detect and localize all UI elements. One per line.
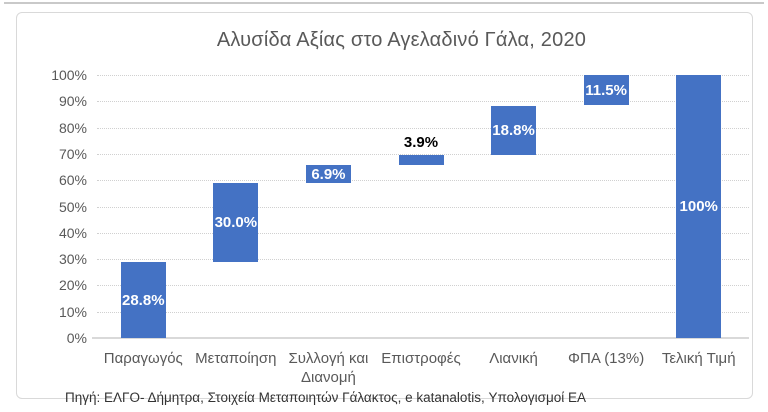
waterfall-bar-6: 11.5%: [583, 75, 629, 106]
gridline-30: [97, 259, 749, 261]
gridline-40: [97, 232, 749, 234]
gridline-90: [97, 101, 749, 103]
waterfall-bar-7: 100%: [676, 75, 722, 338]
source-note: Πηγή: ΕΛΓΟ- Δήμητρα, Στοιχεία Μεταποιητώ…: [65, 390, 587, 405]
x-axis-line: [92, 337, 749, 339]
x-axis-label-6: ΦΠΑ (13%): [568, 350, 645, 367]
y-tick-label-40: 40%: [58, 224, 87, 241]
y-tick-label-100: 100%: [51, 67, 87, 83]
waterfall-bar-2: 30.0%: [213, 183, 259, 263]
y-tick-label-90: 90%: [58, 93, 87, 110]
bar-value-label: 28.8%: [122, 291, 165, 309]
gridline-100: [97, 75, 749, 76]
x-axis-label-4: Επιστροφές: [381, 350, 461, 367]
y-tick-label-10: 10%: [58, 303, 87, 320]
x-axis-label-7: Τελική Τιμή: [661, 350, 736, 367]
waterfall-bar-5: 18.8%: [491, 105, 537, 155]
gridline-60: [97, 180, 749, 182]
chart-title: Αλυσίδα Αξίας στο Αγελαδινό Γάλα, 2020: [216, 29, 587, 51]
chart-card: Αλυσίδα Αξίας στο Αγελαδινό Γάλα, 2020 2…: [16, 12, 753, 405]
x-axis-label-5: Λιανική: [489, 350, 538, 367]
gridline-70: [97, 153, 749, 155]
x-axis-label-1: Παραγωγός: [103, 350, 183, 367]
gridline-50: [97, 206, 749, 208]
x-axis-label-2: Μεταποίηση: [195, 350, 277, 367]
bar-value-label: 18.8%: [492, 121, 535, 139]
waterfall-bar-3: 6.9%: [305, 165, 351, 184]
x-axis: Παραγωγός Μεταποίηση Συλλογή και Διανομή Επ…: [97, 349, 745, 391]
x-axis-label-3: Συλλογή και Διανομή: [288, 350, 369, 386]
gridline-80: [97, 127, 749, 129]
bar-value-label: 100%: [679, 198, 718, 215]
y-tick-label-60: 60%: [58, 172, 87, 189]
y-tick-label-0: 0%: [66, 330, 87, 346]
y-tick-label-30: 30%: [58, 251, 87, 268]
waterfall-bar-4: [398, 154, 444, 166]
bar-value-label: 11.5%: [585, 81, 627, 99]
bar-value-label: 6.9%: [311, 165, 346, 183]
bar-value-label: 3.9%: [403, 133, 439, 151]
plot-area: 28.8% 30.0% 6.9% 3.9% 18.8% 11.5% 100%: [92, 75, 749, 339]
y-tick-label-50: 50%: [58, 198, 87, 215]
y-axis: 0% 10% 20% 30% 40% 50% 60% 70% 80% 90% 100%: [37, 67, 87, 346]
y-tick-label-20: 20%: [58, 277, 87, 294]
waterfall-bar-1: 28.8%: [120, 262, 166, 338]
bar-value-label: 30.0%: [214, 214, 258, 232]
y-tick-label-70: 70%: [58, 145, 87, 162]
gridline-10: [97, 311, 749, 313]
top-divider: [4, 2, 764, 4]
gridline-20: [97, 285, 749, 287]
y-tick-label-80: 80%: [58, 119, 87, 136]
